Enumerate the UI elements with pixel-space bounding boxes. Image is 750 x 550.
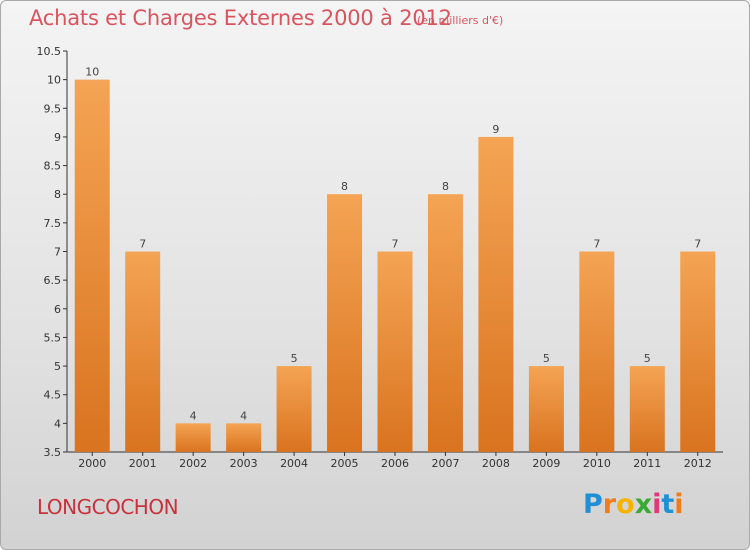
y-tick-label: 7.5 [44, 217, 62, 230]
value-label: 7 [593, 238, 600, 251]
logo-letter: r [602, 489, 617, 520]
y-axis: 3.5 4 4.5 5 5.5 6 6.5 7 7.5 8 8.5 9 9.5 10 10.5 [37, 45, 68, 459]
x-tick-label: 2003 [230, 457, 258, 470]
bar-2004 [276, 366, 312, 452]
x-tick-label: 2010 [583, 457, 611, 470]
bar-2011 [629, 366, 665, 452]
bar-2002 [175, 423, 211, 452]
x-tick-label: 2002 [179, 457, 207, 470]
logo-letter: t [661, 489, 675, 520]
x-tick-label: 2000 [78, 457, 106, 470]
bar-2009 [528, 366, 564, 452]
y-tick-label: 5.5 [44, 331, 62, 344]
value-label: 7 [694, 238, 701, 251]
bar-2000 [74, 79, 110, 453]
y-tick-label: 8 [54, 188, 61, 201]
y-tick-label: 7 [54, 246, 61, 259]
x-tick-label: 2005 [331, 457, 359, 470]
proxiti-logo[interactable]: Proxiti [583, 489, 684, 520]
bars [74, 79, 716, 453]
value-label: 5 [644, 352, 651, 365]
bar-2007 [427, 194, 463, 452]
logo-letter: i [652, 489, 662, 520]
y-tick-label: 3.5 [44, 446, 62, 459]
chart-unit: (en milliers d'€) [417, 14, 504, 27]
y-tick-label: 6.5 [44, 274, 62, 287]
bar-2005 [327, 194, 363, 452]
x-tick-label: 2001 [129, 457, 157, 470]
y-tick-label: 5 [54, 360, 61, 373]
y-tick-label: 6 [54, 303, 61, 316]
y-tick-label: 10 [47, 74, 61, 87]
value-label: 5 [291, 352, 298, 365]
bar-2001 [125, 251, 161, 452]
chart-title: Achats et Charges Externes 2000 à 2012 [29, 6, 452, 30]
value-labels: 10 7 4 4 5 8 7 8 9 5 7 5 7 [85, 66, 701, 423]
logo-letter: x [634, 489, 653, 520]
bar-2008 [478, 136, 514, 452]
bar-2012 [680, 251, 716, 452]
x-tick-label: 2006 [381, 457, 409, 470]
value-label: 10 [85, 66, 99, 79]
y-tick-label: 4.5 [44, 389, 62, 402]
x-tick-label: 2009 [532, 457, 560, 470]
x-tick-label: 2011 [633, 457, 661, 470]
x-axis: 2000 2001 2002 2003 2004 2005 2006 2007 2008 2009… [67, 451, 723, 470]
value-label: 4 [240, 409, 247, 422]
bar-2006 [377, 251, 413, 452]
value-label: 7 [392, 238, 399, 251]
bar-2003 [226, 423, 262, 452]
y-tick-label: 8.5 [44, 160, 62, 173]
x-tick-label: 2012 [684, 457, 712, 470]
commune-name: LONGCOCHON [37, 495, 179, 519]
logo-letter: i [674, 489, 684, 520]
y-tick-label: 4 [54, 417, 61, 430]
logo-letter: P [583, 489, 603, 520]
value-label: 8 [442, 180, 449, 193]
x-tick-label: 2004 [280, 457, 308, 470]
logo-letter: o [616, 489, 635, 520]
value-label: 9 [492, 123, 499, 136]
y-tick-label: 9.5 [44, 102, 62, 115]
value-label: 7 [139, 238, 146, 251]
y-tick-label: 10.5 [37, 45, 62, 58]
bar-2010 [579, 251, 615, 452]
value-label: 5 [543, 352, 550, 365]
value-label: 4 [190, 409, 197, 422]
x-tick-label: 2007 [431, 457, 459, 470]
value-label: 8 [341, 180, 348, 193]
y-tick-label: 9 [54, 131, 61, 144]
x-tick-label: 2008 [482, 457, 510, 470]
